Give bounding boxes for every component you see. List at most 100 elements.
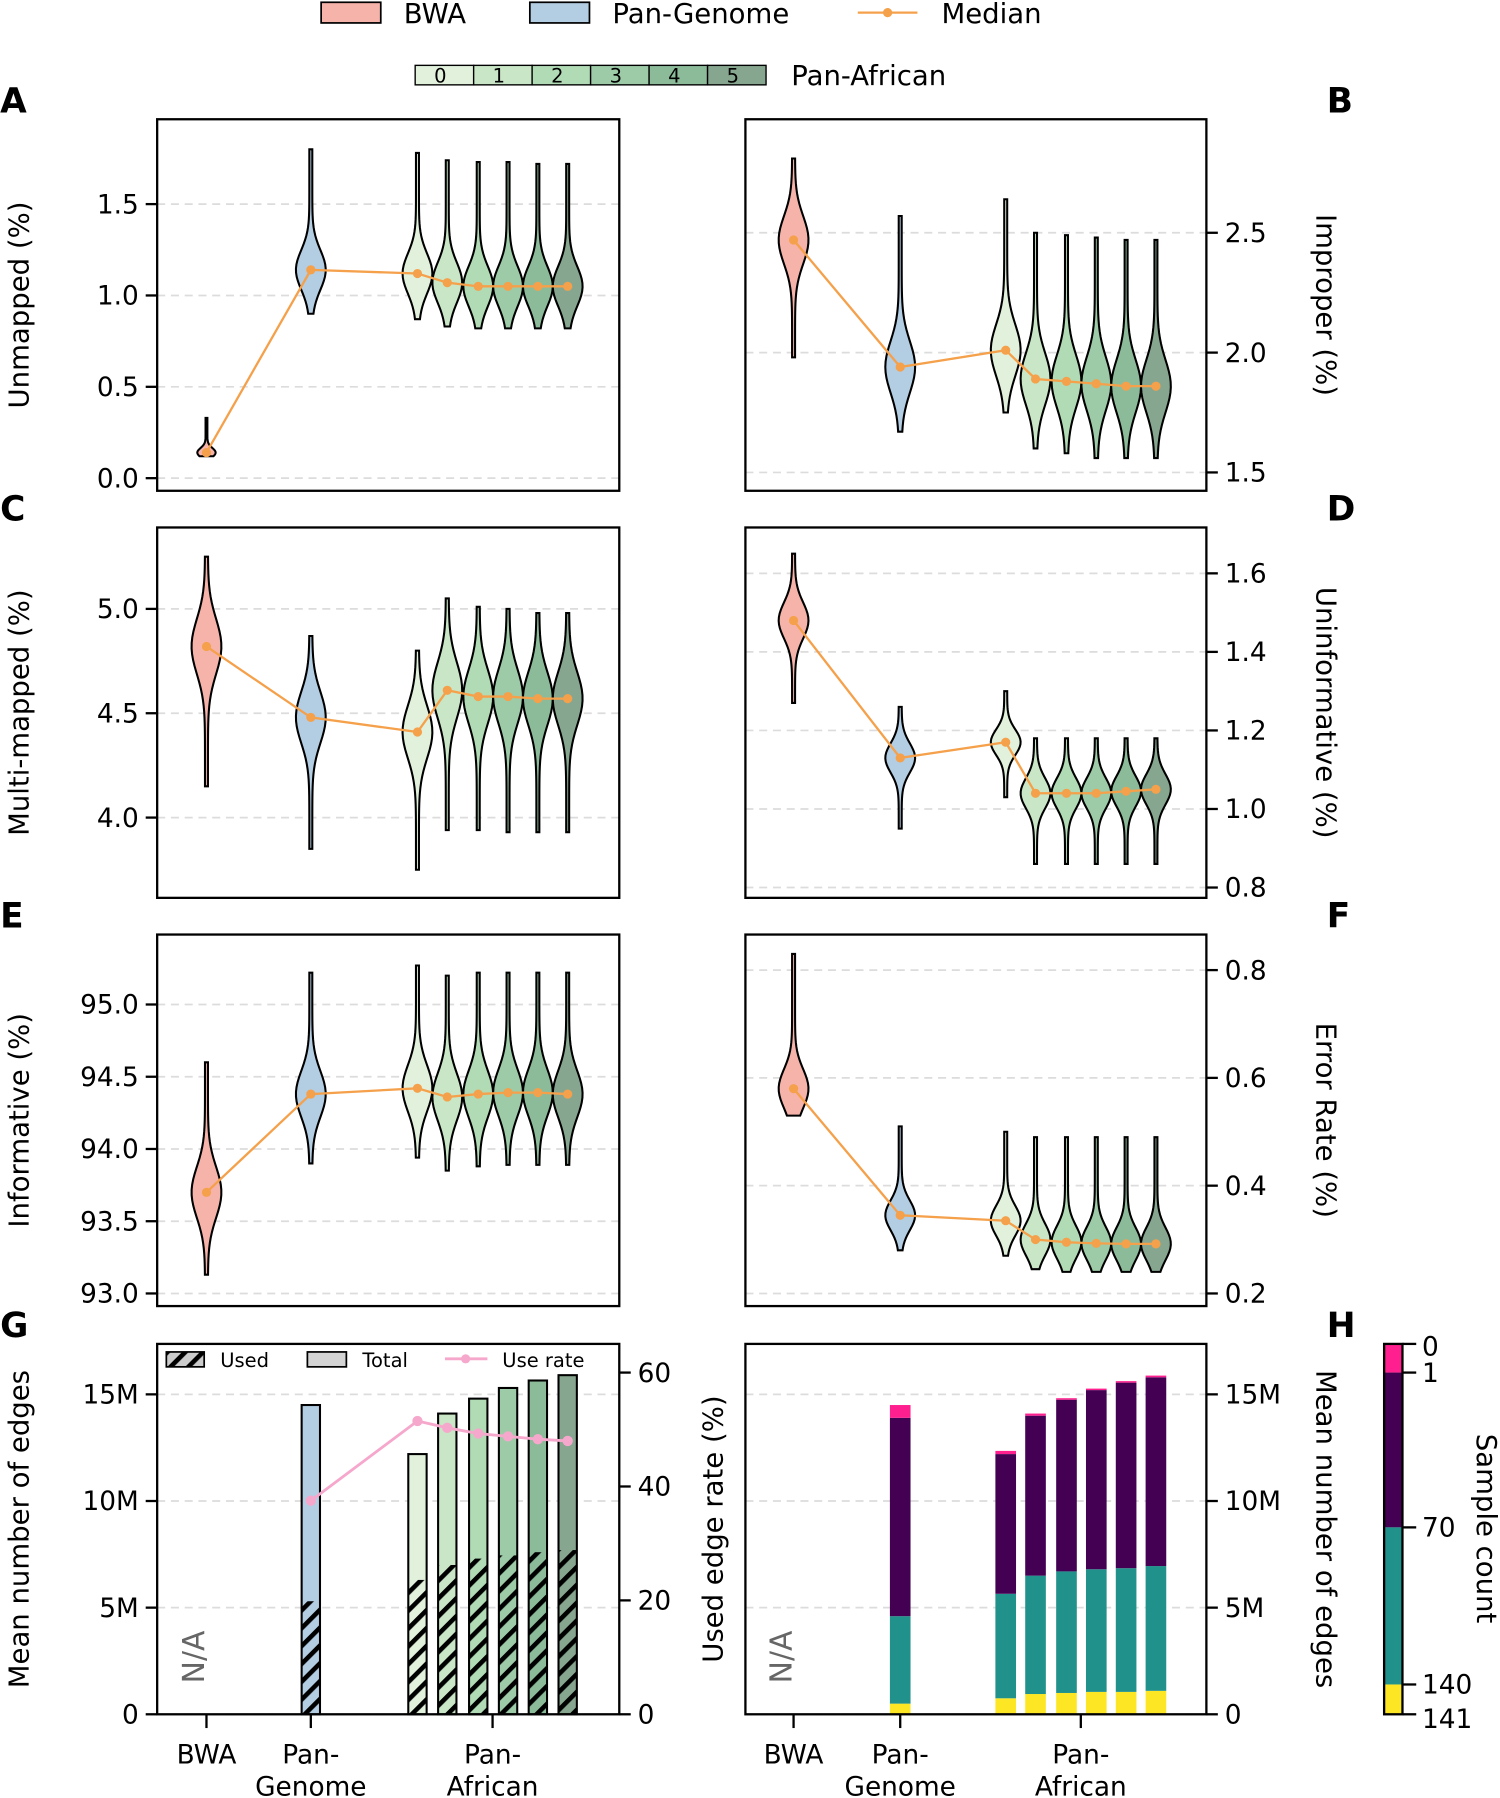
median-point xyxy=(442,685,452,695)
legend-median-label: Median xyxy=(941,0,1041,30)
na-label: N/A xyxy=(177,1630,212,1683)
stack-segment-70-140 xyxy=(1145,1566,1167,1691)
y-axis-label: Mean number of edges xyxy=(1309,1370,1341,1688)
stack-segment-140-141 xyxy=(1115,1691,1137,1715)
y-tick-label: 4.5 xyxy=(97,699,139,729)
x-tick-label: Pan- xyxy=(282,1741,339,1771)
colorbar-segment xyxy=(1384,1527,1403,1685)
y-tick-label: 1.6 xyxy=(1225,560,1267,590)
median-point xyxy=(442,1092,452,1102)
panel-C: C 4.0 4.5 5.0 Multi-mapped (%) xyxy=(0,490,621,899)
used-bar xyxy=(528,1552,548,1715)
pan-african-colorbar: 0 1 2 3 4 5 xyxy=(414,65,767,88)
stack-segment-140-141 xyxy=(1145,1690,1167,1715)
legend-pangenome-label: Pan-Genome xyxy=(612,0,789,30)
median-point xyxy=(1091,788,1101,798)
violin-pan-genome xyxy=(884,214,917,433)
used-bar xyxy=(469,1558,488,1715)
legend-total-patch xyxy=(306,1351,348,1368)
axes-frame xyxy=(744,118,1208,492)
violin-bwa xyxy=(190,1061,223,1276)
stack-segment-0-1 xyxy=(1115,1381,1137,1383)
stack-segment-0-1 xyxy=(1056,1398,1077,1400)
median-point xyxy=(306,265,316,275)
stack-segment-70-140 xyxy=(1115,1568,1137,1692)
panel-letter-C: C xyxy=(0,490,25,530)
colorbar-tick-label: 70 xyxy=(1422,1514,1456,1544)
violin-pan-african-1 xyxy=(431,974,464,1172)
y-tick-label: 1.0 xyxy=(97,282,139,312)
used-bar xyxy=(558,1550,577,1715)
median-point xyxy=(1030,788,1041,798)
x-tick-label: Pan- xyxy=(872,1741,929,1771)
violin-pan-african-2 xyxy=(1050,1136,1083,1273)
legend-bwa-patch xyxy=(320,1,382,24)
pan-african-tick-3: 3 xyxy=(610,65,622,88)
legend-use-rate-label: Use rate xyxy=(502,1349,584,1372)
y-tick-label: 4.0 xyxy=(97,804,139,834)
x-tick-label: BWA xyxy=(764,1741,824,1771)
use-rate-point xyxy=(473,1428,484,1439)
violin-pan-african-5 xyxy=(551,162,584,330)
legend-total-label: Total xyxy=(361,1349,408,1372)
stack-segment-1-70 xyxy=(1025,1415,1046,1576)
violin-pan-african-4 xyxy=(1110,1136,1143,1273)
median-point xyxy=(201,448,212,458)
stack-segment-70-140 xyxy=(995,1593,1017,1699)
axes-frame xyxy=(744,933,1208,1308)
y-tick-label: 0.2 xyxy=(1225,1280,1267,1310)
median-point xyxy=(1001,345,1011,355)
y-tick-label: 2.5 xyxy=(1225,219,1267,249)
median-point xyxy=(503,691,513,702)
violin-pan-african-4 xyxy=(521,162,554,330)
median-point xyxy=(788,1084,799,1094)
violin-pan-african-2 xyxy=(1050,737,1083,866)
median-point xyxy=(563,281,573,291)
stack-segment-1-70 xyxy=(1145,1377,1167,1567)
median-point xyxy=(533,281,543,291)
y-axis-label: Uninformative (%) xyxy=(1309,587,1341,839)
y-tick-label: 1.4 xyxy=(1225,638,1267,668)
median-point xyxy=(412,727,423,737)
stack-segment-70-140 xyxy=(1025,1575,1046,1695)
colorbar-tick-label: 1 xyxy=(1422,1359,1439,1389)
y-tick-label: 0.4 xyxy=(1225,1172,1267,1202)
stack-segment-1-70 xyxy=(1115,1382,1137,1569)
y-tick-label: 5M xyxy=(1225,1594,1265,1624)
median-point xyxy=(306,712,316,722)
y-tick-label: 94.0 xyxy=(80,1135,139,1165)
y2-tick-label: 60 xyxy=(638,1359,672,1389)
y-tick-label: 0 xyxy=(122,1700,139,1730)
violin-pan-african-4 xyxy=(521,971,554,1166)
violin-bwa xyxy=(777,157,810,359)
median-point xyxy=(1121,786,1131,796)
colorbar-segment xyxy=(1384,1372,1403,1528)
violin-pan-genome xyxy=(884,1125,917,1252)
median-point xyxy=(1061,1237,1072,1247)
median-point xyxy=(1030,1234,1041,1245)
pan-african-tick-1: 1 xyxy=(493,65,505,88)
legend-pangenome-patch xyxy=(528,1,591,24)
axes-frame xyxy=(156,526,621,899)
pan-african-tick-5: 5 xyxy=(727,65,739,88)
violin-pan-african-5 xyxy=(1140,1136,1172,1273)
panel-E: E 93.0 93.5 94.0 94.5 95.0 Informative (%) xyxy=(0,897,621,1310)
y-tick-label: 0.6 xyxy=(1225,1064,1267,1094)
median-point xyxy=(1151,381,1161,391)
median-line xyxy=(792,239,1156,388)
violin-bwa xyxy=(196,416,217,458)
use-rate-point xyxy=(442,1422,453,1433)
median-line xyxy=(205,268,568,454)
violin-pan-african-0 xyxy=(989,1130,1022,1257)
median-point xyxy=(503,281,513,291)
colorbar-tick-label: 141 xyxy=(1422,1705,1472,1735)
median-point xyxy=(412,1083,423,1093)
colorbar-frame xyxy=(1382,1342,1404,1716)
median-point xyxy=(1151,784,1161,794)
median-point xyxy=(1061,376,1072,386)
y-tick-label: 0 xyxy=(1225,1700,1242,1730)
y-axis-label: Improper (%) xyxy=(1309,214,1341,396)
y-tick-label: 10M xyxy=(83,1487,139,1517)
panel-D: D 0.8 1.0 1.2 1.4 1.6 Uninformative (%) xyxy=(744,490,1355,904)
violin-bwa xyxy=(190,555,223,788)
